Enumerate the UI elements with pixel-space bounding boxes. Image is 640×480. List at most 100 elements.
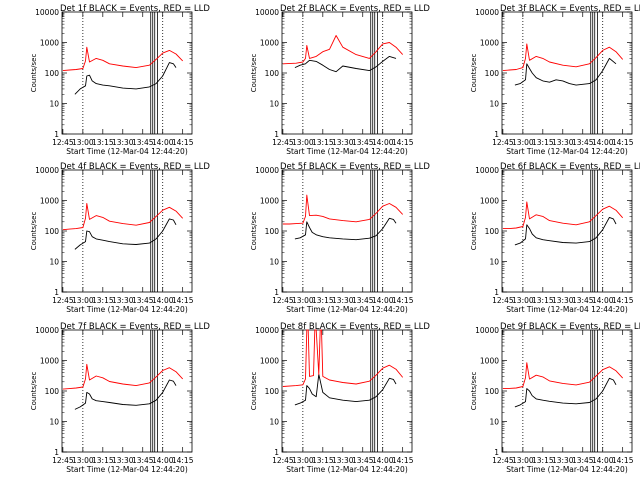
x-tick-label: 13:45 <box>572 456 594 465</box>
x-tick-label: 13:45 <box>352 456 374 465</box>
y-tick-label: 1000 <box>480 39 499 48</box>
x-tick-label: 14:00 <box>372 138 394 147</box>
y-tick-label: 1 <box>494 288 499 297</box>
x-tick-label: 12:45 <box>492 456 514 465</box>
y-tick-label: 1 <box>494 448 499 457</box>
y-axis-label: Counts/sec <box>30 54 38 93</box>
plot-frame <box>501 11 633 135</box>
x-tick-label: 13:45 <box>132 138 154 147</box>
x-tick-label: 13:00 <box>292 456 314 465</box>
y-tick-label: 10 <box>269 100 279 109</box>
events-series-line <box>74 218 177 250</box>
y-tick-label: 100 <box>45 69 60 78</box>
y-tick-label: 10 <box>489 418 499 427</box>
plot-frame <box>281 329 413 453</box>
plot-frame <box>281 169 413 293</box>
y-tick-label: 1000 <box>40 357 59 366</box>
x-tick-label: 13:00 <box>72 296 94 305</box>
x-tick-label: 13:45 <box>352 138 374 147</box>
y-tick-label: 100 <box>485 69 500 78</box>
x-tick-label: 14:15 <box>172 296 194 305</box>
y-tick-label: 10 <box>489 100 499 109</box>
x-axis-label: Start Time (12-Mar-04 12:44:20) <box>66 305 188 314</box>
x-tick-label: 13:30 <box>112 456 134 465</box>
x-axis-label: Start Time (12-Mar-04 12:44:20) <box>506 465 628 474</box>
y-tick-label: 10000 <box>255 326 279 335</box>
x-tick-label: 14:15 <box>392 456 414 465</box>
y-tick-label: 1000 <box>260 357 279 366</box>
plot-title: Det 8f BLACK = Events, RED = LLD <box>280 322 430 332</box>
x-tick-label: 13:30 <box>332 296 354 305</box>
x-tick-label: 12:45 <box>272 296 294 305</box>
lld-series-line <box>502 201 624 230</box>
plot-title: Det 6f BLACK = Events, RED = LLD <box>500 162 640 172</box>
events-series-line <box>514 57 617 86</box>
x-tick-label: 13:15 <box>312 138 334 147</box>
y-tick-label: 10000 <box>255 166 279 175</box>
x-tick-label: 13:00 <box>72 456 94 465</box>
plot-frame <box>501 329 633 453</box>
x-tick-label: 13:45 <box>132 296 154 305</box>
x-tick-label: 13:30 <box>552 296 574 305</box>
x-tick-label: 14:00 <box>592 296 614 305</box>
plot-title: Det 2f BLACK = Events, RED = LLD <box>280 4 430 14</box>
events-series-line <box>74 62 177 95</box>
y-tick-label: 100 <box>45 227 60 236</box>
x-tick-label: 13:00 <box>512 138 534 147</box>
x-tick-label: 14:15 <box>392 296 414 305</box>
y-tick-label: 100 <box>265 387 280 396</box>
x-tick-label: 13:45 <box>132 456 154 465</box>
events-series-line <box>294 373 397 406</box>
y-tick-label: 1 <box>54 130 59 139</box>
x-axis-label: Start Time (12-Mar-04 12:44:20) <box>66 465 188 474</box>
plot-title: Det 4f BLACK = Events, RED = LLD <box>60 162 210 172</box>
y-tick-label: 10 <box>269 258 279 267</box>
x-tick-label: 13:15 <box>532 138 554 147</box>
y-tick-label: 1000 <box>480 357 499 366</box>
x-axis-label: Start Time (12-Mar-04 12:44:20) <box>286 465 408 474</box>
plot-title: Det 1f BLACK = Events, RED = LLD <box>60 4 210 14</box>
y-axis-label: Counts/sec <box>250 212 258 251</box>
x-axis-label: Start Time (12-Mar-04 12:44:20) <box>506 147 628 156</box>
detector-plot-6: Det 6f BLACK = Events, RED = LLD 1 10 100 10… <box>470 162 640 314</box>
detector-plot-9: Det 9f BLACK = Events, RED = LLD 1 10 100 10… <box>470 322 640 474</box>
y-axis-label: Counts/sec <box>250 372 258 411</box>
y-tick-label: 10000 <box>35 166 59 175</box>
x-tick-label: 12:45 <box>52 296 74 305</box>
x-tick-label: 13:15 <box>92 138 114 147</box>
x-tick-label: 13:00 <box>72 138 94 147</box>
x-tick-label: 12:45 <box>52 138 74 147</box>
x-tick-label: 13:30 <box>552 138 574 147</box>
plot-title: Det 9f BLACK = Events, RED = LLD <box>500 322 640 332</box>
y-tick-label: 100 <box>265 227 280 236</box>
y-tick-label: 100 <box>45 387 60 396</box>
x-axis-label: Start Time (12-Mar-04 12:44:20) <box>66 147 188 156</box>
lld-series-line <box>502 362 624 390</box>
x-tick-label: 13:15 <box>532 456 554 465</box>
y-tick-label: 10 <box>489 258 499 267</box>
lld-series-line <box>62 203 184 231</box>
y-tick-label: 10 <box>49 100 59 109</box>
y-tick-label: 10 <box>49 418 59 427</box>
y-axis-label: Counts/sec <box>470 54 478 93</box>
x-tick-label: 13:45 <box>352 296 374 305</box>
y-tick-label: 10000 <box>35 8 59 17</box>
plot-frame <box>61 329 193 453</box>
y-tick-label: 10000 <box>255 8 279 17</box>
x-axis-label: Start Time (12-Mar-04 12:44:20) <box>286 305 408 314</box>
x-tick-label: 13:30 <box>112 138 134 147</box>
y-tick-label: 1 <box>274 288 279 297</box>
detector-plot-7: Det 7f BLACK = Events, RED = LLD 1 10 100 10… <box>30 322 210 474</box>
y-tick-label: 1 <box>274 130 279 139</box>
events-series-line <box>514 377 617 408</box>
x-tick-label: 14:15 <box>612 456 634 465</box>
x-tick-label: 14:00 <box>592 456 614 465</box>
y-tick-label: 1000 <box>260 39 279 48</box>
y-tick-label: 100 <box>485 387 500 396</box>
lld-series-line <box>62 363 184 390</box>
plot-title: Det 7f BLACK = Events, RED = LLD <box>60 322 210 332</box>
lld-series-line <box>62 46 184 72</box>
plot-frame <box>501 169 633 293</box>
y-axis-label: Counts/sec <box>30 372 38 411</box>
